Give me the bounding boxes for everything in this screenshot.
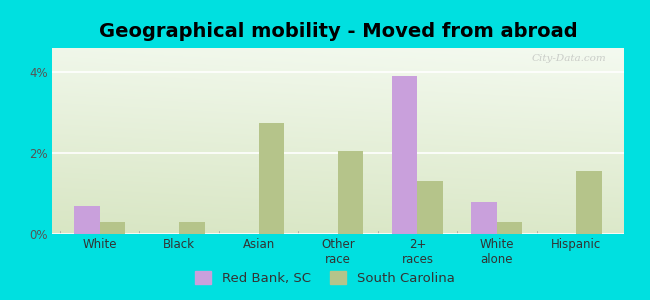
- Text: City-Data.com: City-Data.com: [532, 54, 607, 63]
- Bar: [259, 123, 284, 234]
- Legend: Red Bank, SC, South Carolina: Red Bank, SC, South Carolina: [190, 266, 460, 290]
- Bar: [577, 171, 602, 234]
- Bar: [497, 222, 523, 234]
- Title: Geographical mobility - Moved from abroad: Geographical mobility - Moved from abroa…: [99, 22, 577, 41]
- Bar: [179, 222, 205, 234]
- Bar: [471, 202, 497, 234]
- Bar: [392, 76, 417, 234]
- Bar: [338, 151, 363, 234]
- Bar: [99, 222, 125, 234]
- Bar: [417, 182, 443, 234]
- Bar: [74, 206, 99, 234]
